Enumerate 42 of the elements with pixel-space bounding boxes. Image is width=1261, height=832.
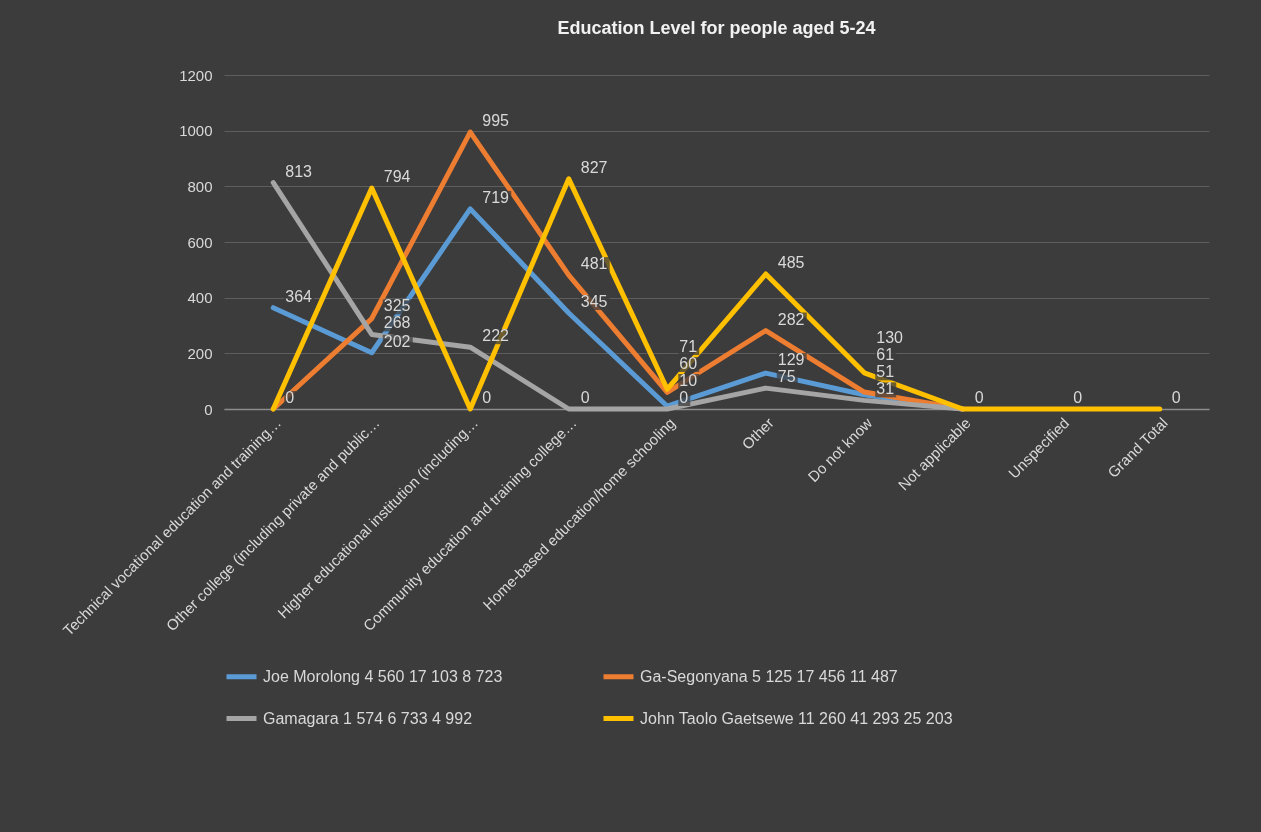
data-label: 60 xyxy=(679,355,698,372)
data-label: 719 xyxy=(482,188,510,206)
data-label: 485 xyxy=(777,254,805,272)
y-tick-label: 0 xyxy=(204,400,213,418)
data-label: 345 xyxy=(580,292,608,310)
data-label: 794 xyxy=(383,168,411,185)
data-label: 813 xyxy=(285,162,313,180)
y-tick-label: 1000 xyxy=(179,122,213,140)
legend-label: Joe Morolong 4 560 17 103 8 723 xyxy=(263,667,503,685)
y-tick-label: 1200 xyxy=(179,66,213,84)
data-label: 0 xyxy=(285,389,295,406)
data-label: 0 xyxy=(1073,389,1083,406)
data-label: 202 xyxy=(383,332,411,350)
data-label: 268 xyxy=(383,314,411,332)
data-label: 71 xyxy=(679,338,698,355)
data-label: 0 xyxy=(580,389,590,406)
data-label: 75 xyxy=(777,368,796,386)
data-label: 0 xyxy=(974,389,984,406)
y-tick-label: 400 xyxy=(187,289,213,307)
data-label: 222 xyxy=(482,327,510,345)
data-label: 31 xyxy=(876,380,895,398)
legend-label: Ga-Segonyana 5 125 17 456 11 487 xyxy=(640,667,898,685)
data-label: 0 xyxy=(1171,389,1181,406)
data-label: 51 xyxy=(876,363,895,381)
data-label: 0 xyxy=(482,389,492,406)
data-label: 827 xyxy=(580,158,608,176)
data-label: 282 xyxy=(777,310,805,328)
data-label: 995 xyxy=(482,112,510,130)
data-label: 61 xyxy=(876,346,895,364)
data-label: 481 xyxy=(580,255,608,273)
data-label: 0 xyxy=(679,389,689,406)
data-label: 10 xyxy=(679,372,698,389)
legend-label: John Taolo Gaetsewe 11 260 41 293 25 203 xyxy=(640,709,953,727)
legend-label: Gamagara 1 574 6 733 4 992 xyxy=(263,709,473,727)
y-tick-label: 600 xyxy=(187,233,213,251)
y-tick-label: 800 xyxy=(187,177,213,195)
y-tick-label: 200 xyxy=(187,344,213,362)
data-label: 325 xyxy=(383,297,411,315)
data-label: 129 xyxy=(777,351,805,369)
data-label: 364 xyxy=(285,287,313,305)
data-label: 130 xyxy=(876,329,904,347)
chart-title: Education Level for people aged 5-24 xyxy=(557,18,876,38)
